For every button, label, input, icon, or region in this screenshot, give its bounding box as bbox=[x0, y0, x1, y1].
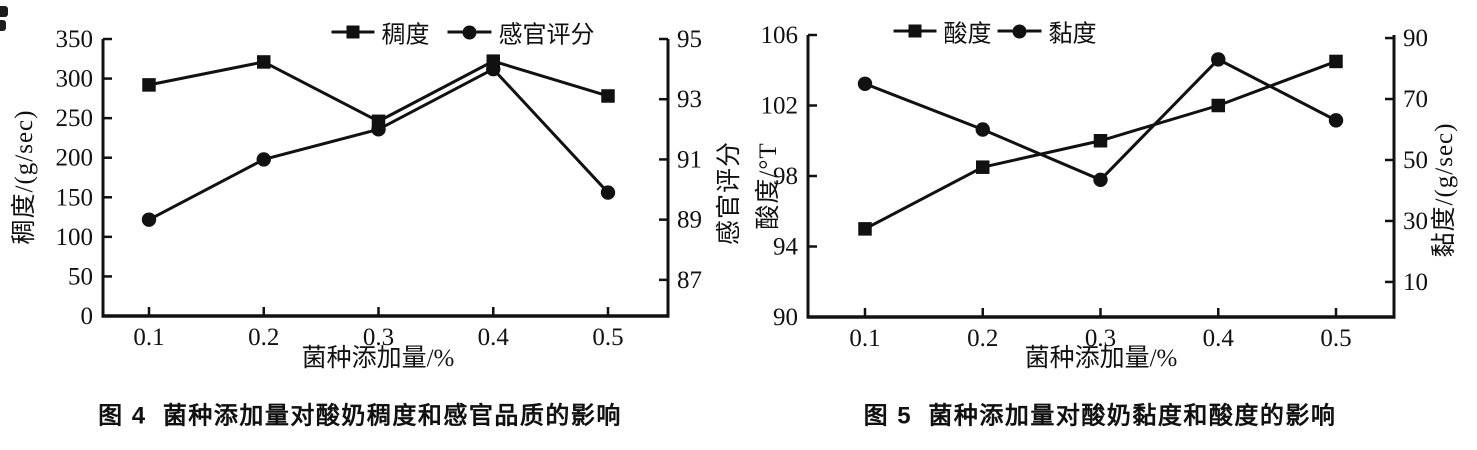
fig5-left-tick-label: 90 bbox=[773, 304, 798, 331]
fig5-series-1-point-circle bbox=[1211, 52, 1226, 67]
fig5-legend-item-viscosity: 黏度 bbox=[997, 14, 1097, 49]
fig5-left-tick-label: 102 bbox=[761, 93, 799, 120]
fig5-series-0-point-square bbox=[1093, 134, 1108, 148]
fig4-left-tick-label: 50 bbox=[68, 263, 93, 290]
fig4-x-tick-label: 0.3 bbox=[363, 324, 394, 351]
fig5-series-0-point-square bbox=[1211, 98, 1225, 113]
fig5-series-line-1 bbox=[864, 57, 1337, 182]
square-marker-icon bbox=[331, 25, 375, 39]
fig4-series-1-point-circle bbox=[371, 122, 386, 137]
fig4-x-tick-label: 0.4 bbox=[478, 324, 510, 351]
fig4-left-tick-label: 350 bbox=[56, 26, 94, 53]
fig5-legend-item-acidity: 酸度 bbox=[893, 14, 992, 49]
fig5-x-tick-label: 0.4 bbox=[1203, 325, 1235, 352]
fig4-left-axis-title: 稠度/(g/sec) bbox=[11, 109, 38, 245]
fig4-x-axis-title: 菌种添加量/% bbox=[301, 345, 455, 372]
fig4-series-0-point-square bbox=[257, 55, 271, 69]
fig4-left-tick-label: 150 bbox=[56, 184, 94, 211]
fig4-legend-item-sensory-score: 感官评分 bbox=[447, 15, 595, 50]
fig5-x-tick-label: 0.3 bbox=[1085, 325, 1116, 352]
fig4-series-line-1 bbox=[148, 67, 610, 221]
fig4-series-0-point-square bbox=[142, 78, 156, 92]
fig4-series-1-point-circle bbox=[256, 152, 271, 167]
fig5-right-tick-label: 50 bbox=[1403, 147, 1428, 174]
fig5-x-tick-label: 0.2 bbox=[967, 325, 998, 352]
fig5-series-1-point-circle bbox=[1093, 172, 1108, 188]
fig4-x-tick-label: 0.2 bbox=[248, 324, 279, 351]
fig5-right-axis-title: 黏度/(g/sec) bbox=[1431, 122, 1458, 258]
fig4-left-tick-label: 0 bbox=[81, 303, 94, 330]
fig4-x-tick-label: 0.5 bbox=[592, 324, 623, 351]
fig5-right-tick-label: 10 bbox=[1403, 269, 1428, 296]
fig4-series-0-point-square bbox=[601, 89, 615, 103]
fig5-left-tick-label: 98 bbox=[773, 163, 798, 190]
fig4-right-tick-label: 89 bbox=[677, 207, 702, 234]
fig4-right-axis-title: 感官评分 bbox=[716, 140, 743, 246]
fig4-series-1-point-circle bbox=[141, 212, 157, 227]
fig4-left-tick-label: 250 bbox=[56, 105, 94, 132]
fig5-left-axis-title: 酸度/°T bbox=[755, 142, 782, 230]
fig5-series-0-point-square bbox=[976, 160, 990, 174]
fig5-series-1-point-circle bbox=[1328, 113, 1344, 128]
fig5-legend: 酸度 黏度 bbox=[893, 14, 1097, 49]
scan-artifact bbox=[0, 6, 8, 17]
fig4-legend-item-consistency: 稠度 bbox=[331, 15, 430, 50]
legend-label: 感官评分 bbox=[498, 22, 595, 49]
fig4-series-1-point-circle bbox=[486, 61, 501, 77]
fig5-series-1-point-circle bbox=[857, 76, 873, 91]
fig5-right-tick-label: 70 bbox=[1403, 86, 1428, 113]
fig4-right-tick-label: 93 bbox=[677, 86, 702, 113]
square-marker-icon bbox=[893, 24, 937, 38]
fig5-series-0-point-square bbox=[858, 222, 872, 236]
fig5-right-tick-label: 90 bbox=[1403, 25, 1428, 52]
fig4-series-line-0 bbox=[148, 59, 609, 123]
fig4-caption: 图 4 菌种添加量对酸奶稠度和感官品质的影响 bbox=[98, 402, 622, 430]
fig5-caption: 图 5 菌种添加量对酸奶黏度和酸度的影响 bbox=[863, 402, 1337, 430]
fig5-series-1-point-circle bbox=[975, 122, 990, 137]
fig5-x-axis-title: 菌种添加量/% bbox=[1024, 345, 1178, 372]
fig4-left-tick-label: 100 bbox=[56, 224, 94, 251]
fig4-x-tick-label: 0.1 bbox=[133, 324, 164, 351]
fig5-series-0-point-square bbox=[1329, 54, 1343, 69]
fig4-left-tick-label: 300 bbox=[56, 66, 94, 93]
legend-label: 酸度 bbox=[943, 21, 992, 48]
fig5-x-tick-label: 0.5 bbox=[1320, 325, 1351, 352]
fig4-series-1-point-circle bbox=[600, 185, 616, 200]
fig4-legend: 稠度 感官评分 bbox=[331, 15, 595, 50]
circle-marker-icon bbox=[447, 25, 492, 39]
fig5-left-tick-label: 106 bbox=[761, 22, 799, 49]
fig5-right-tick-label: 30 bbox=[1403, 208, 1428, 235]
fig4-right-tick-label: 91 bbox=[677, 146, 702, 173]
fig5-left-tick-label: 94 bbox=[773, 234, 799, 261]
legend-label: 黏度 bbox=[1048, 21, 1097, 48]
scan-artifact bbox=[0, 20, 6, 31]
circle-marker-icon bbox=[997, 24, 1042, 38]
fig4-right-tick-label: 87 bbox=[677, 267, 702, 294]
fig5-x-tick-label: 0.1 bbox=[849, 325, 880, 352]
fig4-left-tick-label: 200 bbox=[56, 145, 94, 172]
legend-label: 稠度 bbox=[381, 22, 430, 49]
fig4-right-tick-label: 95 bbox=[677, 26, 702, 53]
